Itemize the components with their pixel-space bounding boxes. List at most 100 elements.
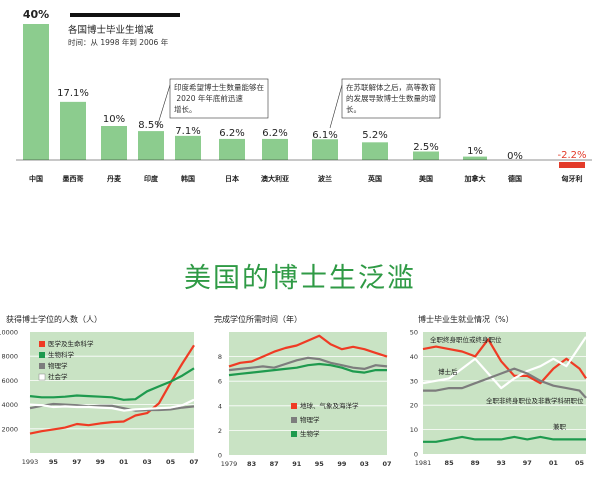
employment-panel-legend-label-4: 兼职 xyxy=(553,422,567,431)
time-to-degree-panel-y-tick-3: 4 xyxy=(218,402,222,410)
bar-value-label-7: 6.2% xyxy=(262,128,287,139)
annotation-poland-box xyxy=(341,78,441,119)
employment-panel-y-tick-2: 40 xyxy=(410,353,418,361)
bar-category-label-9: 英国 xyxy=(367,174,382,183)
phd-count-panel-legend-swatch-3 xyxy=(39,363,45,369)
main-title: 美国的博士生泛滥 xyxy=(184,263,416,294)
employment-panel-series-line-4 xyxy=(423,435,586,443)
time-to-degree-panel-y-tick-1: 8 xyxy=(218,353,222,361)
phd-count-panel-x-tick-4: 99 xyxy=(96,458,106,466)
bar-category-label-7: 澳大利亚 xyxy=(261,174,289,183)
phd-count-panel-legend-swatch-4 xyxy=(38,373,46,381)
bar-value-label-1: 40% xyxy=(23,8,49,21)
time-to-degree-panel-legend-label-3: 生物学 xyxy=(300,429,320,438)
employment-panel-x-tick-6: 01 xyxy=(549,459,559,467)
bar-10 xyxy=(413,151,439,160)
phd-count-panel-title: 获得博士学位的人数（人） xyxy=(6,314,102,324)
employment-panel-y-tick-5: 10 xyxy=(410,426,418,434)
bar-category-label-11: 加拿大 xyxy=(464,174,486,183)
phd-count-panel-x-tick-8: 07 xyxy=(189,458,198,466)
phd-count-panel-series-line-4 xyxy=(29,398,195,412)
time-to-degree-panel-y-tick-4: 2 xyxy=(218,427,222,435)
phd-count-panel-y-tick-5: 2000 xyxy=(1,425,18,433)
bar-category-label-13: 匈牙利 xyxy=(561,174,583,183)
bar-category-label-12: 德国 xyxy=(508,174,522,183)
bar-category-label-5: 韩国 xyxy=(181,174,195,183)
bar-8 xyxy=(312,139,338,160)
phd-count-panel-x-tick-6: 03 xyxy=(143,458,152,466)
employment-panel-legend-label-2: 博士后 xyxy=(438,367,458,376)
time-to-degree-panel-y-tick-2: 6 xyxy=(218,378,222,386)
bar-6 xyxy=(219,138,245,160)
bar-category-label-10: 美国 xyxy=(419,174,433,183)
phd-count-panel-series-line-2 xyxy=(29,367,195,401)
phd-count-panel-y-tick-2: 8000 xyxy=(1,353,18,361)
bar-value-label-3: 10% xyxy=(103,114,125,125)
phd-count-panel-series-line-3 xyxy=(29,402,195,412)
time-to-degree-panel-y-tick-5: 0 xyxy=(218,452,222,460)
employment-panel-background xyxy=(423,332,586,454)
employment-panel-series-line-2 xyxy=(422,336,587,390)
bar-value-label-4: 8.5% xyxy=(138,120,163,131)
time-to-degree-panel-series-line-3 xyxy=(228,362,387,377)
time-to-degree-panel-x-tick-6: 99 xyxy=(337,460,347,468)
bar-9 xyxy=(362,142,388,160)
bar-category-label-8: 波兰 xyxy=(318,174,332,183)
bar-category-label-3: 丹麦 xyxy=(106,174,122,183)
phd-count-panel-x-tick-5: 01 xyxy=(119,458,129,466)
employment-panel-x-tick-7: 05 xyxy=(575,459,585,467)
top-chart-title: 各国博士毕业生增减 xyxy=(68,24,154,36)
top-bar-chart: 各国博士毕业生增减 时间：从 1998 年到 2006 年 40% 中国 17.1%… xyxy=(16,8,592,183)
employment-panel-series-line-3 xyxy=(423,367,587,399)
time-to-degree-panel-legend-label-2: 物理学 xyxy=(300,415,320,424)
employment-panel-y-tick-3: 30 xyxy=(410,377,418,385)
bar-2 xyxy=(60,101,86,160)
bar-value-label-11: 1% xyxy=(467,146,483,157)
phd-count-panel-background xyxy=(30,332,194,453)
employment-panel-y-tick-6: 0 xyxy=(414,451,418,459)
employment-panel-x-tick-2: 85 xyxy=(445,459,455,467)
phd-count-panel-legend-label-1: 医学及生命科学 xyxy=(48,339,94,348)
bar-value-label-6: 6.2% xyxy=(219,128,244,139)
phd-count-panel-legend-label-4: 社会学 xyxy=(48,372,68,381)
annotation-india: 印度希望博士生数量能够在 2020 年年底前迅速增长。 xyxy=(156,78,269,128)
time-to-degree-panel-x-tick-3: 87 xyxy=(270,460,279,468)
time-to-degree-panel-x-tick-8: 07 xyxy=(382,460,391,468)
employment-panel-y-tick-1: 50 xyxy=(410,329,418,337)
employment-panel-x-tick-3: 89 xyxy=(471,459,481,467)
bar-1 xyxy=(23,24,49,160)
employment-panel-legend-label-1: 全职终身职位或终身职位 xyxy=(430,335,502,344)
employment-panel-series-line-1 xyxy=(422,338,587,385)
time-to-degree-panel-x-tick-2: 83 xyxy=(247,460,256,468)
top-chart-subtitle: 时间：从 1998 年到 2006 年 xyxy=(68,37,169,47)
phd-count-panel-y-tick-1: 10000 xyxy=(0,329,18,337)
time-to-degree-panel-x-tick-7: 03 xyxy=(360,460,369,468)
bar-value-label-8: 6.1% xyxy=(312,130,337,141)
phd-count-panel-y-tick-3: 6000 xyxy=(1,377,18,385)
employment-panel-x-tick-4: 93 xyxy=(497,459,506,467)
employment-panel-legend-label-3: 全职非终身职位及非教学科研职位 xyxy=(486,396,584,405)
bar-value-label-2: 17.1% xyxy=(57,88,89,99)
phd-count-panel-legend-label-2: 生物科学 xyxy=(48,350,75,359)
bar-value-label-10: 2.5% xyxy=(413,142,438,153)
phd-count-panel-x-tick-1: 1993 xyxy=(22,458,39,466)
bars-layer: 40% 中国 17.1% 墨西哥 10% 丹麦 8.5% 印度 7.1% 韩国 6.2% 日本 6.2%… xyxy=(23,8,587,183)
phd-count-panel-x-tick-3: 97 xyxy=(72,458,81,466)
bar-value-label-13: -2.2% xyxy=(557,150,586,161)
employment-panel-y-tick-4: 20 xyxy=(410,402,418,410)
phd-count-panel-legend-label-3: 物理学 xyxy=(48,361,68,370)
top-chart-title-bar xyxy=(70,13,180,17)
annotation-india-pointer xyxy=(156,84,171,128)
bar-value-label-9: 5.2% xyxy=(362,130,387,141)
annotation-poland-text: 在苏联解体之后，高等教育的发展导致博士生数量的增长。 xyxy=(346,82,436,114)
time-to-degree-panel-legend-label-1: 地球、气象及海洋学 xyxy=(300,401,359,410)
time-to-degree-panel-series-line-2 xyxy=(228,356,388,372)
annotation-poland-pointer xyxy=(329,84,343,129)
annotation-poland: 在苏联解体之后，高等教育的发展导致博士生数量的增长。 xyxy=(329,78,441,129)
time-to-degree-panel-legend-swatch-3 xyxy=(291,431,297,437)
bar-4 xyxy=(138,131,164,160)
bar-category-label-4: 印度 xyxy=(144,174,159,183)
